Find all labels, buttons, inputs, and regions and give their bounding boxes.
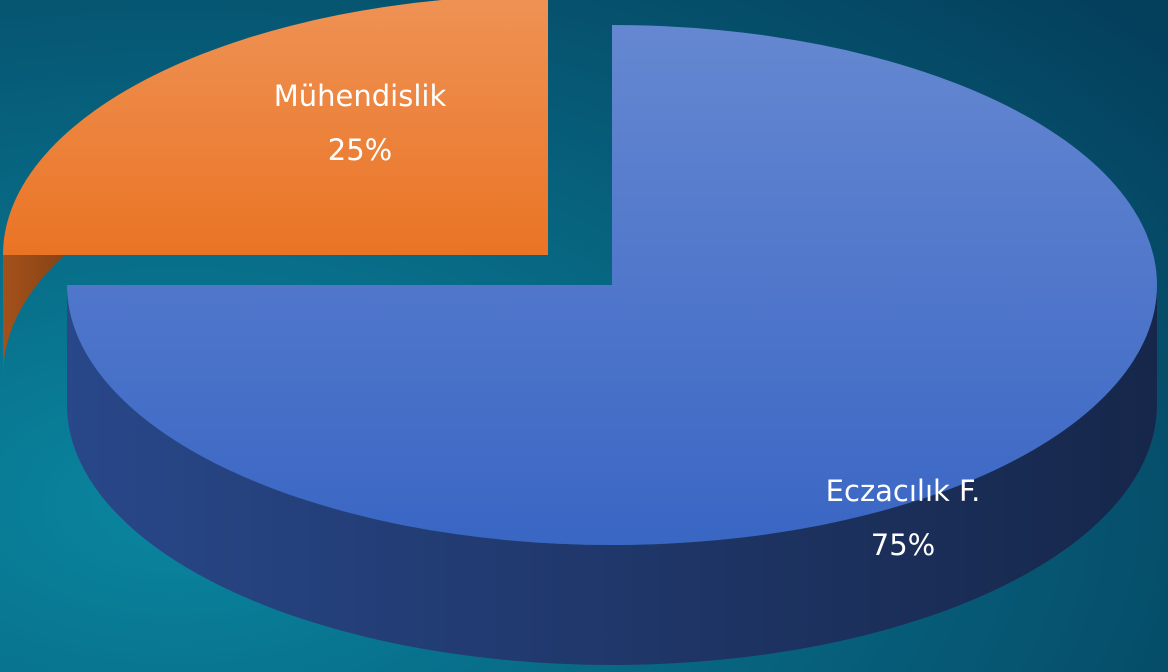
category-label: Eczacılık F.: [826, 474, 981, 508]
data-labels: Mühendislik 25% Eczacılık F. 75%: [274, 79, 981, 562]
value-label: 75%: [871, 528, 935, 562]
slice-side-shade: [67, 285, 1157, 665]
pie: [3, 0, 1157, 665]
slice-highlight: [3, 0, 548, 255]
category-label: Mühendislik: [274, 79, 447, 113]
slice-highlight: [67, 25, 1157, 545]
value-label: 25%: [328, 133, 392, 167]
